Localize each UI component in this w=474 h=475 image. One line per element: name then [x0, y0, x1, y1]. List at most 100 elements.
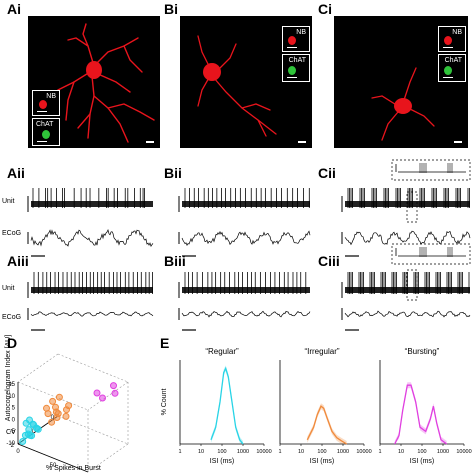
panel-e-isi-histograms: % Count “Regular” 1 10 100 1000 10000 ISI (ms) “… [161, 347, 472, 465]
x-tick-label: 0 [16, 449, 20, 455]
inset-nb-ai: NB [32, 90, 60, 116]
inset-chat-bi: ChAT [282, 54, 310, 82]
panel-d-grid [17, 353, 129, 473]
unit-baseline-noise [31, 287, 153, 293]
x-axis-label: % Spikes in Burst [46, 465, 101, 472]
histogram-title: “Bursting” [405, 347, 440, 356]
scatter-point-irregular [49, 397, 57, 405]
scatter-point-regular [28, 432, 36, 440]
z-axis-label: Autocorrelogram Index [AU] [5, 335, 12, 421]
ecog-trace [344, 310, 471, 318]
mean-line [394, 384, 448, 445]
scale-bar [454, 141, 462, 143]
zoom-inset-box [391, 243, 471, 265]
x-tick-label: 50 [50, 463, 57, 469]
scatter-point-bursting [110, 382, 117, 390]
panel-label-ai: Ai [7, 1, 21, 17]
unit-baseline-noise [182, 287, 310, 293]
scatter-point-regular [19, 438, 27, 445]
ecog-trace [344, 230, 471, 246]
unit-baseline-noise [182, 201, 310, 207]
grid-line [57, 415, 129, 445]
inset-nb-label: NB [46, 93, 56, 100]
scale-bar [443, 77, 453, 78]
grid-line [17, 353, 59, 383]
unit-trace [178, 272, 310, 298]
scatter-point-irregular [54, 410, 62, 418]
micrograph-ai: NB ChAT [28, 16, 160, 148]
grid-line [87, 443, 129, 473]
x-axis-label: ISI (ms) [210, 458, 235, 465]
unit-trace [341, 272, 470, 298]
sem-band [394, 382, 447, 444]
scale-bar [146, 141, 154, 143]
scatter-point-bursting [99, 394, 106, 402]
x-tick-label: 1 [378, 449, 381, 455]
scatter-point-bursting [93, 389, 101, 397]
panel-label-cii: Cii [318, 165, 336, 181]
z-tick-label: 10 [8, 394, 15, 400]
cv-axis-label: CV [6, 429, 16, 436]
scale-bar [37, 141, 47, 142]
x-tick-label: 10000 [356, 449, 371, 455]
panel-label-e: E [160, 335, 170, 351]
trace-label-ecog-ii: ECoG [2, 230, 22, 237]
x-tick-label: 10000 [456, 449, 471, 455]
x-tick-label: 100 [217, 449, 226, 455]
panel-label-aii: Aii [7, 165, 25, 181]
histogram-title: “Regular” [205, 347, 239, 356]
z-tick-label: 0 [12, 417, 16, 423]
x-tick-label: 1000 [337, 449, 349, 455]
cv-tick-label: 1 [31, 429, 35, 435]
inset-chat-ci: ChAT [438, 54, 466, 82]
isi-histogram-2: “Irregular” 1 10 100 1000 10000 ISI (ms) [278, 347, 371, 465]
mean-line [306, 405, 348, 445]
unit-trace [27, 188, 153, 212]
grid-line [17, 381, 89, 411]
x-tick-label: 10 [398, 449, 404, 455]
panel-label-ciii: Ciii [318, 253, 340, 269]
z-tick-label: -5 [10, 429, 16, 435]
cell-nb-icon [39, 100, 47, 109]
inset-chat-label: ChAT [444, 57, 462, 64]
unit-baseline-noise [345, 201, 470, 207]
scatter-point-irregular [43, 404, 50, 412]
inset-chat-label: ChAT [36, 121, 54, 128]
cv-tick-label: 0 [51, 415, 55, 421]
histogram-title: “Irregular” [304, 347, 339, 356]
inset-chat-ai: ChAT [32, 118, 60, 146]
scale-bar [37, 111, 47, 112]
zoom-inset-box [391, 159, 471, 181]
z-tick-label: 5 [12, 406, 16, 412]
panel-label-aiii: Aiii [7, 253, 29, 269]
unit-trace [341, 188, 470, 212]
panel-label-ci: Ci [318, 1, 332, 17]
ecog-trace [181, 310, 311, 318]
scale-bar [298, 141, 306, 143]
grid-line [87, 381, 129, 411]
panel-label-bii: Bii [164, 165, 182, 181]
grid-line [57, 353, 129, 383]
inset-nb-label: NB [296, 29, 306, 36]
y-axis-label: % Count [161, 389, 168, 416]
x-tick-label: 1 [178, 449, 181, 455]
x-tick-label: 1000 [437, 449, 449, 455]
unit-trace [178, 188, 310, 212]
isi-histogram-3: “Bursting” 1 10 100 1000 10000 ISI (ms) [378, 347, 471, 465]
zoom-region-box [406, 269, 418, 301]
x-tick-label: 1 [278, 449, 281, 455]
trace-label-ecog-iii: ECoG [2, 314, 22, 321]
panel-label-bi: Bi [164, 1, 178, 17]
trace-label-unit-iii: Unit [2, 285, 15, 292]
scatter-point-regular [26, 416, 33, 424]
x-tick-label: 10 [198, 449, 204, 455]
x-tick-label: 1000 [237, 449, 249, 455]
ecog-trace [181, 230, 311, 246]
scatter-point-irregular [65, 402, 73, 410]
x-tick-label: 10 [298, 449, 304, 455]
scale-bar [287, 77, 297, 78]
x-axis-label: ISI (ms) [310, 458, 335, 465]
neuron-ci-drawing [371, 67, 435, 141]
unit-trace [27, 272, 153, 298]
